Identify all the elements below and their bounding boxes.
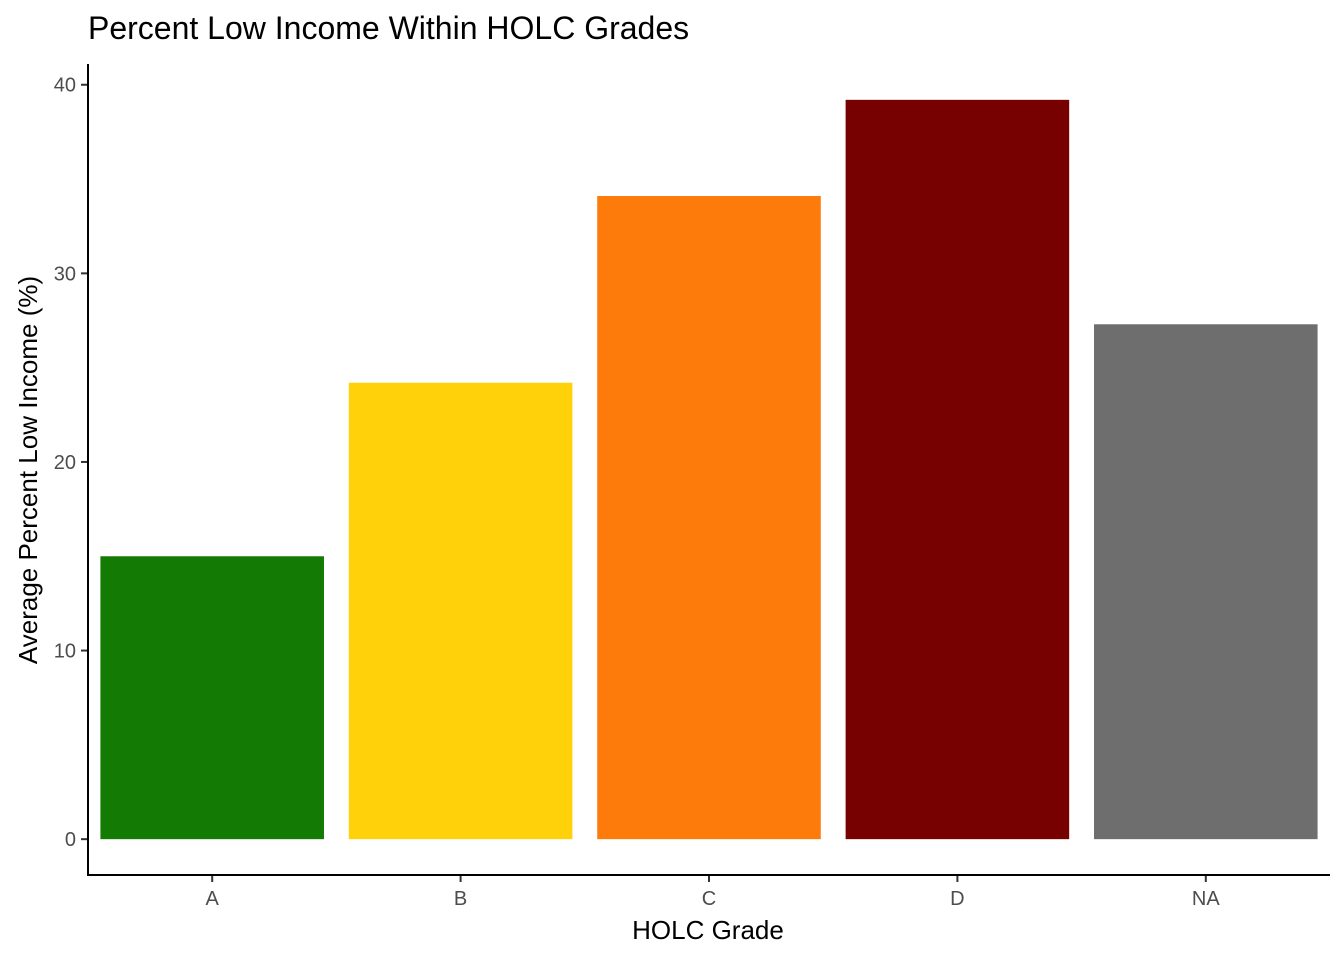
chart-title: Percent Low Income Within HOLC Grades [88, 10, 689, 46]
y-tick-label: 40 [54, 75, 76, 97]
x-tick-label: NA [1192, 888, 1220, 910]
x-tick-label: A [206, 888, 220, 910]
x-tick-label: D [950, 888, 964, 910]
bars-group [100, 99, 1318, 840]
y-axis-title: Average Percent Low Income (%) [13, 276, 43, 664]
y-tick-label: 30 [54, 263, 76, 285]
bar-d [845, 99, 1070, 840]
bar-b [348, 382, 573, 840]
x-axis-title: HOLC Grade [632, 915, 784, 945]
x-tick-label: C [702, 888, 716, 910]
bar-c [597, 196, 821, 840]
y-axis-ticks: 0 10 20 30 40 [54, 75, 88, 851]
x-axis-ticks: A B C D NA [206, 875, 1220, 910]
y-tick-label: 20 [54, 452, 76, 474]
bar-a [100, 556, 324, 840]
y-tick-label: 10 [54, 641, 76, 663]
y-tick-label: 0 [65, 829, 76, 851]
x-tick-label: B [454, 888, 467, 910]
bar-na [1094, 324, 1318, 840]
